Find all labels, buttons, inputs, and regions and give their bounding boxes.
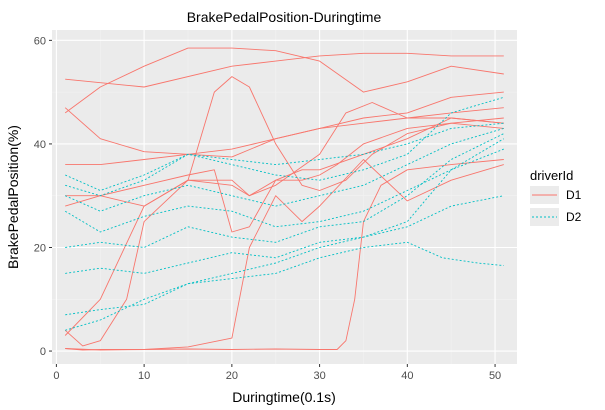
series-line-d1-2 [64, 47, 504, 114]
series-line-d1-1 [65, 52, 504, 88]
series-line-d2-18 [65, 122, 504, 191]
legend: driverId D1 D2 [530, 168, 582, 226]
x-axis-title: Duringtime(0.1s) [232, 389, 335, 405]
x-tick-label: 10 [138, 370, 150, 382]
axis-ticks: 0 10 20 30 40 50 0 20 40 60 [34, 35, 501, 382]
y-tick-label: 60 [34, 35, 46, 47]
plot-panel [52, 30, 517, 364]
legend-label-d2: D2 [566, 210, 582, 224]
series-line-d1-8 [64, 117, 504, 347]
x-tick-label: 20 [226, 370, 238, 382]
y-tick-label: 20 [34, 242, 46, 254]
y-tick-label: 40 [34, 139, 46, 151]
series-line-d2-14 [65, 133, 504, 248]
series-layer [64, 47, 505, 351]
series-line-d2-17 [65, 138, 505, 331]
series-line-d1-7 [64, 102, 504, 336]
x-tick-label: 40 [401, 370, 413, 382]
series-line-d2-15 [65, 195, 504, 274]
minor-gridlines [52, 30, 517, 364]
y-axis-title: BrakePedalPosition(%) [5, 125, 21, 269]
series-line-d2-16 [65, 241, 504, 316]
series-line-d2-11 [65, 96, 504, 197]
major-gridlines [52, 30, 517, 364]
series-line-d1-4 [65, 117, 504, 166]
y-tick-label: 0 [40, 346, 46, 358]
series-line-d1-10 [65, 159, 504, 351]
x-tick-label: 0 [53, 370, 59, 382]
chart-title: BrakePedalPosition-Duringtime [187, 9, 382, 25]
x-tick-label: 50 [489, 370, 501, 382]
legend-label-d1: D1 [566, 188, 582, 202]
x-tick-label: 30 [313, 370, 325, 382]
legend-title: driverId [530, 168, 573, 183]
series-line-d2-12 [65, 127, 504, 212]
